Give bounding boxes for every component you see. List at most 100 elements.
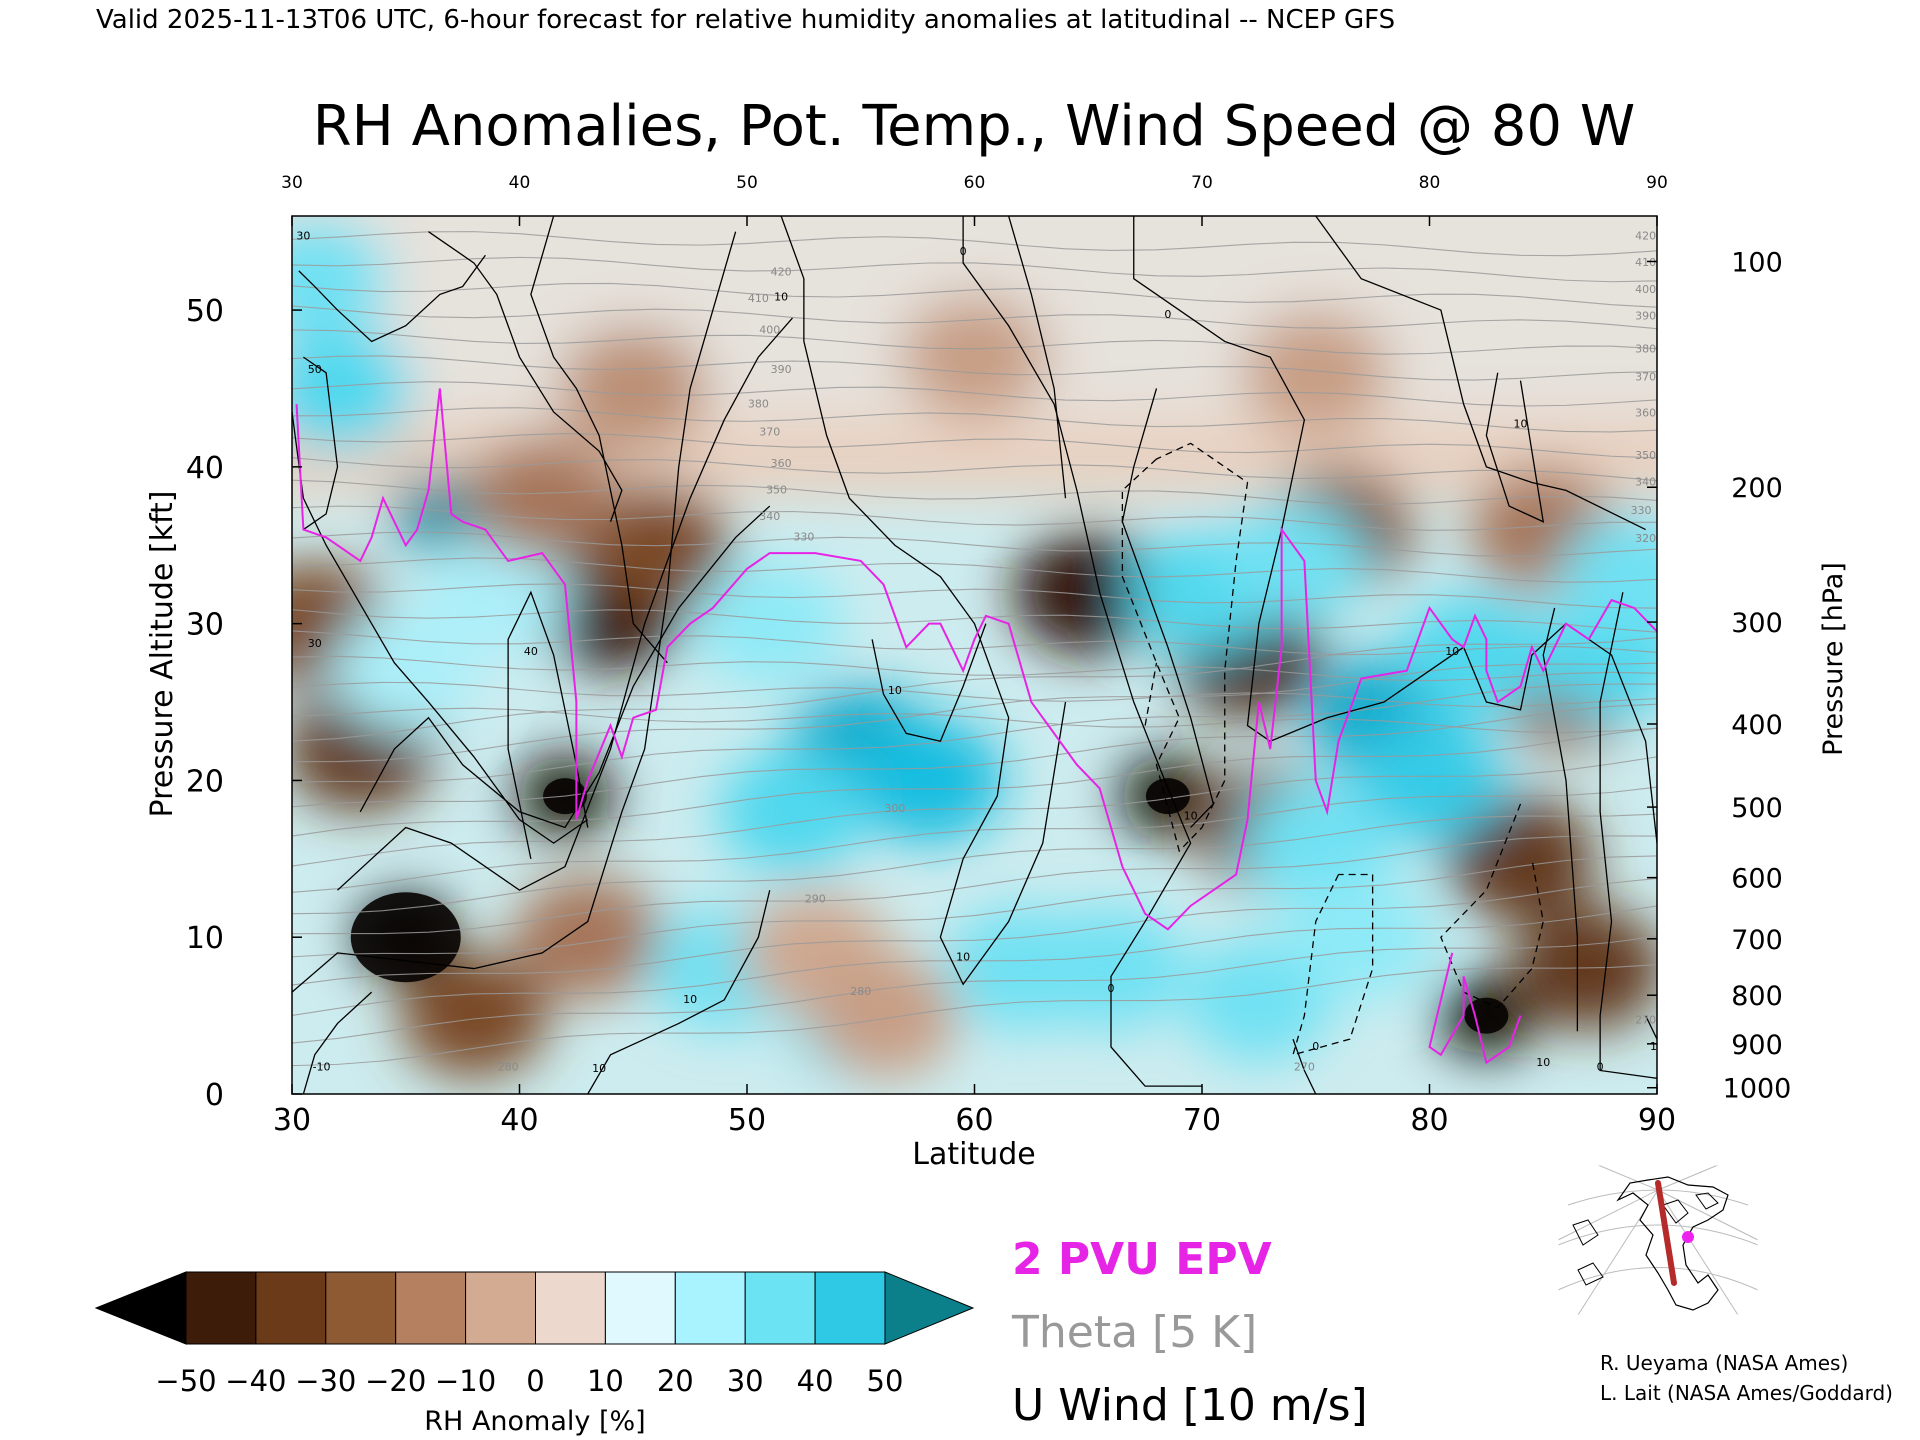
wind-label: 0 [1597, 1060, 1604, 1073]
colorbar-tick-label: −50 [155, 1364, 216, 1398]
theta-label: 300 [884, 802, 905, 815]
theta-label: 280 [498, 1060, 519, 1073]
theta-label: 380 [748, 397, 769, 410]
anomaly-blob [1446, 796, 1595, 921]
anomaly-blob [1241, 310, 1391, 435]
theta-label: 400 [759, 324, 780, 337]
pressure-tick-label: 200 [1731, 473, 1783, 504]
pressure-tick-label: 800 [1731, 981, 1783, 1012]
anomaly-blob [1218, 498, 1368, 623]
colorbar-segment [814, 1271, 886, 1345]
wind-contour [587, 890, 771, 1094]
wind-label: 10 [1536, 1056, 1550, 1069]
legend-pv: 2 PVU EPV [1012, 1234, 1272, 1285]
theta-contour [292, 531, 1657, 557]
theta-contour [292, 355, 1657, 381]
theta-contour [292, 756, 1657, 867]
wind-contour [1599, 592, 1657, 1079]
theta-label: 380 [1635, 342, 1656, 355]
y-tick-label: 50 [186, 294, 224, 329]
x-tick-label: 40 [500, 1103, 538, 1138]
wind-contour-dashed [1144, 662, 1158, 726]
theta-label: 330 [793, 531, 814, 544]
wind-label: 0 [960, 245, 967, 258]
colorbar-segment [604, 1271, 676, 1345]
top-tick-label: 30 [281, 173, 303, 193]
theta-contour [292, 964, 1657, 1067]
theta-label: 370 [1635, 371, 1656, 384]
wind-contour [302, 991, 373, 1094]
anomaly-core [1464, 997, 1509, 1034]
wind-contour [298, 254, 486, 343]
theta-contour [292, 329, 1657, 355]
x-tick-label: 30 [273, 1103, 311, 1138]
wind-label: 50 [308, 363, 322, 376]
colorbar-segment [395, 1271, 467, 1345]
wind-label: 10 [1445, 645, 1459, 658]
anomaly-blob [292, 216, 390, 341]
anomaly-blob [1036, 906, 1186, 1031]
plot-area: 4204104003903803703603503403303002902804… [291, 215, 1658, 1095]
theta-contour [292, 457, 1657, 482]
wind-label: 0 [1108, 982, 1115, 995]
x-tick-label: 60 [955, 1103, 993, 1138]
x-axis-label: Latitude [912, 1137, 1035, 1172]
wind-label: 10 [592, 1062, 606, 1075]
pressure-tick-label: 900 [1731, 1030, 1783, 1061]
theta-contour [292, 256, 1657, 283]
colorbar-segment [325, 1271, 397, 1345]
wind-contour [292, 411, 589, 844]
theta-label: 360 [1635, 407, 1656, 420]
anomaly-blob [558, 326, 708, 451]
colorbar-segment [744, 1271, 816, 1345]
legend: 2 PVU EPV Theta [5 K] U Wind [10 m/s] [1011, 1234, 1368, 1431]
top-tick-label: 70 [1191, 173, 1213, 193]
theta-label: 420 [1635, 230, 1656, 243]
chart-title: RH Anomalies, Pot. Temp., Wind Speed @ 8… [313, 94, 1635, 159]
wind-contour [1292, 1038, 1317, 1094]
theta-contour [292, 835, 1657, 935]
pressure-tick-label: 700 [1731, 925, 1783, 956]
anomaly-blob [718, 749, 867, 874]
colorbar-tick-label: 10 [587, 1364, 624, 1398]
theta-contour [292, 707, 1657, 734]
anomaly-blob [1184, 937, 1334, 1062]
colorbar-tick-label: 20 [657, 1364, 694, 1398]
anomaly-blob [1286, 875, 1436, 1000]
x-tick-label: 80 [1410, 1103, 1448, 1138]
theta-contour [292, 282, 1657, 308]
legend-wind: U Wind [10 m/s] [1012, 1380, 1368, 1431]
wind-contour [428, 231, 623, 522]
theta-contour [292, 305, 1657, 330]
theta-label: 400 [1635, 283, 1656, 296]
pressure-tick-label: 500 [1731, 793, 1783, 824]
wind-contour [1542, 607, 1579, 1032]
wind-contour [1645, 1015, 1657, 1040]
pressure-tick-label: 100 [1731, 247, 1783, 278]
y-tick-label: 20 [186, 764, 224, 799]
theta-label: 340 [759, 510, 780, 523]
colorbar-high-arrow [884, 1271, 975, 1345]
top-tick-label: 40 [509, 173, 531, 193]
theta-label: 410 [748, 292, 769, 305]
colorbar-tick-label: −40 [225, 1364, 286, 1398]
wind-contour [871, 623, 987, 742]
colorbar-tick-label: −10 [435, 1364, 496, 1398]
theta-contour [292, 407, 1657, 433]
theta-label: 320 [1635, 532, 1656, 545]
y-tick-label: 10 [186, 921, 224, 956]
top-tick-label: 60 [964, 173, 986, 193]
theta-label: 360 [771, 457, 792, 470]
wind-contour [1315, 216, 1646, 531]
pressure-tick-label: 600 [1731, 864, 1783, 895]
pv-line-low [1428, 952, 1522, 1065]
colorbar-segment [535, 1271, 606, 1345]
y-axis-label: Pressure Altitude [kft] [145, 491, 180, 818]
globe-map-icon [1557, 1164, 1759, 1316]
colorbar-segment [185, 1271, 257, 1345]
anomaly-blob [292, 326, 412, 451]
colorbar-tick-label: −30 [295, 1364, 356, 1398]
theta-contour [292, 637, 1657, 742]
colorbar-tick-label: 0 [526, 1364, 544, 1398]
